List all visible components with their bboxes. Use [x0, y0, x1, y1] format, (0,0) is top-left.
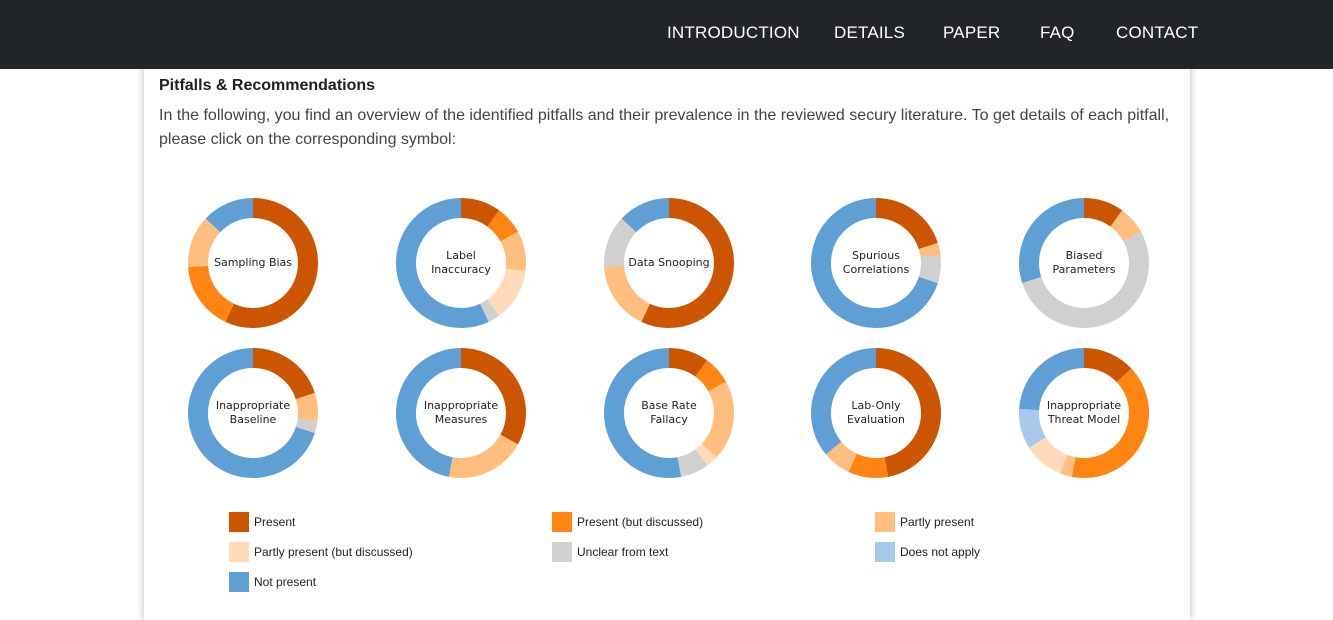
legend-label: Does not apply: [900, 545, 981, 559]
slice-partly-present: [701, 381, 734, 458]
slice-unclear: [295, 418, 318, 434]
legend-label: Unclear from text: [577, 545, 669, 559]
slice-partly-present-discussed: [695, 443, 717, 466]
slice-present: [252, 348, 315, 400]
slice-partly-present: [500, 231, 526, 272]
slice-present: [1083, 348, 1132, 383]
donut-biased-parameters[interactable]: Biased Parameters: [1017, 196, 1151, 330]
donut-inappropriate-threat-model[interactable]: Inappropriate Threat Model: [1017, 346, 1151, 480]
legend-label: Not present: [254, 575, 317, 589]
legend-swatch: [229, 512, 249, 532]
slice-partly-present: [1060, 454, 1076, 477]
legend-label: Present: [254, 515, 296, 529]
donut-svg: [396, 348, 526, 478]
slice-not-present: [1019, 198, 1085, 284]
donut-svg: [604, 348, 734, 478]
slice-present: [875, 198, 938, 250]
slice-present-discussed: [188, 265, 235, 322]
slice-does-not-apply: [1019, 408, 1047, 448]
slice-partly-present-discussed: [487, 268, 526, 316]
donut-inappropriate-measures[interactable]: Inappropriate Measures: [394, 346, 528, 480]
top-navbar: INTRODUCTION DETAILS PAPER FAQ CONTACT: [0, 0, 1333, 69]
legend-swatch: [875, 542, 895, 562]
slice-present: [875, 348, 941, 477]
slice-not-present: [1019, 348, 1085, 411]
slice-partly-present: [918, 242, 941, 258]
slice-not-present: [604, 348, 682, 478]
slice-present: [1083, 198, 1123, 227]
donut-label: Inappropriate Measures: [423, 399, 499, 426]
content-card: Pitfalls & Recommendations In the follow…: [144, 60, 1190, 620]
slice-present: [460, 348, 526, 445]
slice-not-present: [621, 198, 670, 233]
legend-label: Partly present (but discussed): [254, 545, 413, 559]
donut-sampling-bias[interactable]: Sampling Bias: [186, 196, 320, 330]
slice-unclear: [918, 254, 941, 284]
slice-unclear: [1022, 231, 1149, 328]
nav-faq[interactable]: FAQ: [1040, 23, 1075, 42]
slice-partly-present: [1110, 210, 1141, 242]
donut-svg: [1019, 348, 1149, 478]
donut-label: Label Inaccuracy: [431, 249, 491, 276]
slice-not-present: [205, 198, 254, 233]
legend-swatch: [229, 572, 249, 592]
slice-present: [460, 198, 500, 227]
donut-svg: [188, 348, 318, 478]
section-title: Pitfalls & Recommendations: [159, 77, 376, 94]
slice-present-discussed: [695, 360, 726, 392]
slice-unclear: [479, 299, 500, 322]
donut-label-inaccuracy[interactable]: Label Inaccuracy: [394, 196, 528, 330]
donut-label: Biased Parameters: [1052, 249, 1116, 276]
donut-label: Sampling Bias: [213, 256, 293, 269]
slice-not-present: [396, 198, 489, 328]
slice-unclear: [676, 449, 708, 477]
slice-not-present: [188, 348, 315, 478]
nav-paper[interactable]: PAPER: [943, 23, 1001, 42]
donut-label: Lab-Only Evaluation: [846, 399, 906, 426]
donut-svg: [1019, 198, 1149, 328]
legend-swatch: [552, 542, 572, 562]
donut-label: Base Rate Fallacy: [641, 399, 697, 426]
donut-label: Spurious Correlations: [842, 249, 910, 276]
slice-present: [668, 348, 708, 377]
donut-inappropriate-baseline[interactable]: Inappropriate Baseline: [186, 346, 320, 480]
slice-partly-present: [604, 265, 651, 322]
nav-introduction[interactable]: INTRODUCTION: [667, 23, 800, 42]
legend-label: Present (but discussed): [577, 515, 704, 529]
slice-present: [641, 198, 734, 328]
slice-partly-present: [825, 441, 858, 472]
nav-contact[interactable]: CONTACT: [1116, 23, 1199, 42]
donut-data-snooping[interactable]: Data Snooping: [602, 196, 736, 330]
slice-partly-present: [295, 392, 318, 422]
donut-label: Inappropriate Baseline: [215, 399, 291, 426]
donut-lab-only-evaluation[interactable]: Lab-Only Evaluation: [809, 346, 943, 480]
legend-swatch: [552, 512, 572, 532]
legend-swatch: [229, 542, 249, 562]
slice-not-present: [396, 348, 462, 477]
donut-svg: [188, 198, 318, 328]
slice-present-discussed: [1071, 368, 1149, 478]
slice-partly-present: [188, 218, 221, 268]
intro-text: In the following, you find an overview o…: [159, 107, 1170, 148]
slice-present: [225, 198, 318, 328]
slice-partly-present-discussed: [1029, 436, 1068, 474]
donut-svg: [811, 198, 941, 328]
donut-label: Inappropriate Threat Model: [1046, 399, 1122, 426]
donut-svg: [811, 348, 941, 478]
legend-label: Partly present: [900, 515, 975, 529]
legend-swatch: [875, 512, 895, 532]
donut-spurious-correlations[interactable]: Spurious Correlations: [809, 196, 943, 330]
slice-present-discussed: [848, 453, 889, 478]
slice-unclear: [604, 218, 637, 268]
slice-not-present: [811, 198, 938, 328]
nav-details[interactable]: DETAILS: [834, 23, 905, 42]
slice-present-discussed: [487, 210, 518, 242]
donut-base-rate-fallacy[interactable]: Base Rate Fallacy: [602, 346, 736, 480]
donut-svg: [604, 198, 734, 328]
slice-partly-present: [448, 434, 518, 478]
donut-label: Data Snooping: [628, 256, 710, 269]
slice-not-present: [811, 348, 877, 455]
donut-svg: [396, 198, 526, 328]
